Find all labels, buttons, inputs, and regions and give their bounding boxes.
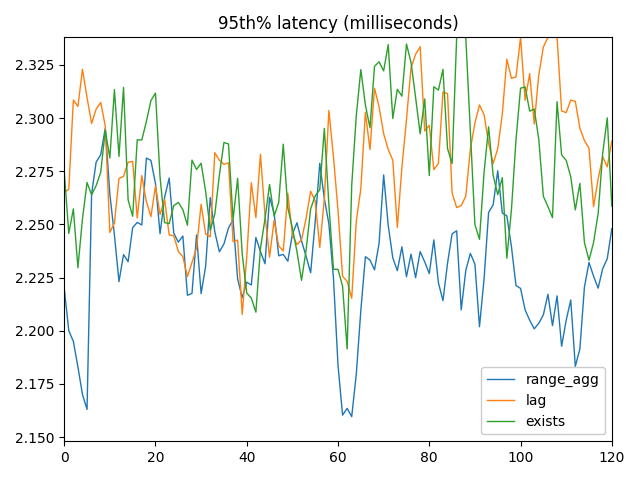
Line: range_agg: range_agg xyxy=(64,128,612,417)
exists xyxy=(188,157,196,163)
Line: lag: lag xyxy=(64,37,612,314)
range_agg xyxy=(439,298,447,303)
range_agg xyxy=(608,226,616,232)
range_agg xyxy=(120,252,127,257)
lag xyxy=(298,237,305,243)
exists xyxy=(435,87,442,93)
exists xyxy=(407,60,415,65)
range_agg xyxy=(412,275,419,280)
lag xyxy=(60,190,68,195)
lag xyxy=(188,260,196,265)
range_agg xyxy=(580,284,588,290)
lag xyxy=(407,65,415,71)
lag xyxy=(516,35,524,40)
exists xyxy=(60,168,68,174)
exists xyxy=(608,203,616,209)
Legend: range_agg, lag, exists: range_agg, lag, exists xyxy=(481,367,605,434)
exists xyxy=(580,240,588,245)
exists xyxy=(115,154,123,159)
exists xyxy=(293,249,301,254)
Title: 95th% latency (milliseconds): 95th% latency (milliseconds) xyxy=(218,15,458,33)
range_agg xyxy=(348,414,356,420)
range_agg xyxy=(60,285,68,291)
exists xyxy=(343,346,351,352)
lag xyxy=(115,176,123,181)
lag xyxy=(580,138,588,144)
Line: exists: exists xyxy=(64,37,612,349)
lag xyxy=(435,160,442,166)
lag xyxy=(608,138,616,144)
range_agg xyxy=(102,125,109,131)
range_agg xyxy=(193,232,200,238)
lag xyxy=(238,312,246,317)
exists xyxy=(453,35,461,40)
range_agg xyxy=(298,238,305,244)
